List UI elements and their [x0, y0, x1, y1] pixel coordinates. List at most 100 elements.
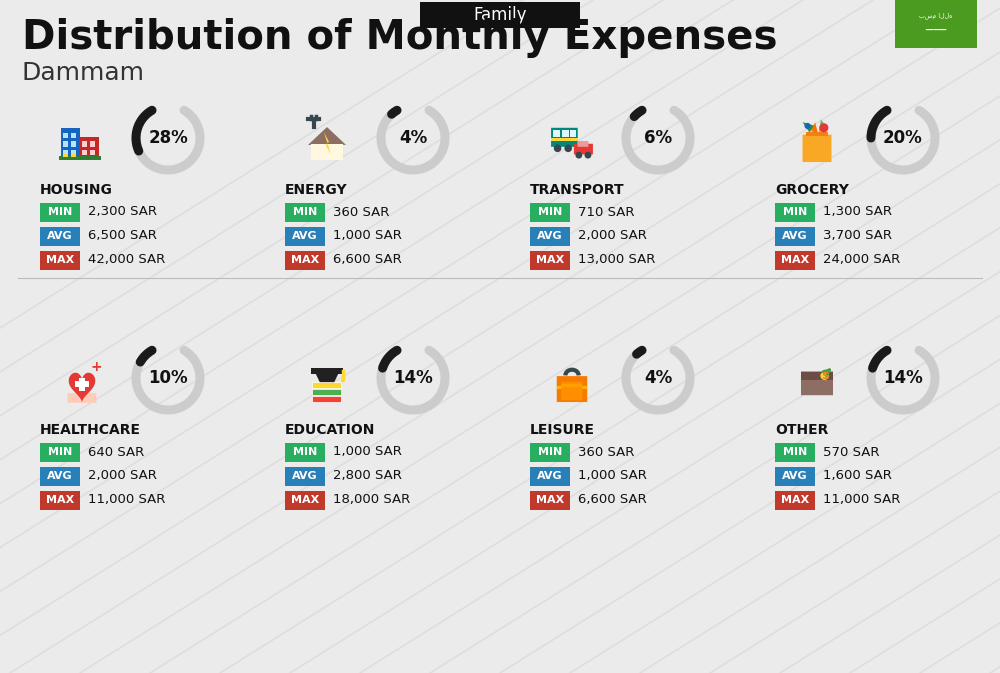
Text: MAX: MAX	[46, 255, 74, 265]
FancyBboxPatch shape	[775, 443, 815, 462]
Text: OTHER: OTHER	[775, 423, 828, 437]
Text: AVG: AVG	[537, 471, 563, 481]
Text: 2,000 SAR: 2,000 SAR	[578, 229, 647, 242]
FancyBboxPatch shape	[561, 384, 582, 387]
FancyBboxPatch shape	[63, 153, 68, 157]
Text: MIN: MIN	[293, 447, 317, 457]
Text: TRANSPORT: TRANSPORT	[530, 183, 625, 197]
FancyBboxPatch shape	[63, 141, 68, 147]
FancyBboxPatch shape	[312, 389, 341, 395]
FancyBboxPatch shape	[570, 131, 576, 137]
FancyBboxPatch shape	[40, 491, 80, 509]
FancyBboxPatch shape	[312, 396, 341, 402]
Text: 3,700 SAR: 3,700 SAR	[823, 229, 892, 242]
Text: 710 SAR: 710 SAR	[578, 205, 635, 219]
Text: 4%: 4%	[644, 369, 672, 387]
FancyBboxPatch shape	[61, 128, 80, 159]
FancyBboxPatch shape	[63, 150, 68, 155]
Polygon shape	[819, 119, 828, 133]
Text: MIN: MIN	[783, 207, 807, 217]
Circle shape	[341, 378, 345, 382]
FancyBboxPatch shape	[68, 393, 96, 403]
Polygon shape	[811, 122, 818, 133]
Text: 1,000 SAR: 1,000 SAR	[578, 470, 647, 483]
Text: 1,000 SAR: 1,000 SAR	[333, 229, 402, 242]
Text: LEISURE: LEISURE	[530, 423, 595, 437]
Text: MIN: MIN	[48, 207, 72, 217]
FancyBboxPatch shape	[285, 250, 325, 269]
FancyBboxPatch shape	[40, 466, 80, 485]
Polygon shape	[324, 133, 331, 154]
FancyBboxPatch shape	[285, 443, 325, 462]
Text: 2,300 SAR: 2,300 SAR	[88, 205, 157, 219]
FancyBboxPatch shape	[561, 382, 582, 400]
Text: AVG: AVG	[47, 231, 73, 241]
FancyBboxPatch shape	[90, 141, 95, 147]
FancyBboxPatch shape	[574, 144, 593, 154]
Text: 13,000 SAR: 13,000 SAR	[578, 254, 655, 267]
FancyBboxPatch shape	[285, 227, 325, 246]
Text: MIN: MIN	[538, 207, 562, 217]
Text: $: $	[821, 371, 828, 381]
FancyBboxPatch shape	[285, 466, 325, 485]
Text: Distribution of Monthly Expenses: Distribution of Monthly Expenses	[22, 18, 778, 58]
FancyBboxPatch shape	[71, 153, 76, 157]
Text: ━━━━━: ━━━━━	[925, 27, 947, 33]
FancyBboxPatch shape	[557, 376, 587, 402]
FancyBboxPatch shape	[775, 491, 815, 509]
Text: Dammam: Dammam	[22, 61, 145, 85]
FancyBboxPatch shape	[311, 144, 343, 160]
Text: 10%: 10%	[148, 369, 188, 387]
Text: 1,300 SAR: 1,300 SAR	[823, 205, 892, 219]
Text: 640 SAR: 640 SAR	[88, 446, 144, 458]
Text: 4%: 4%	[399, 129, 427, 147]
Polygon shape	[308, 127, 346, 145]
Text: 570 SAR: 570 SAR	[823, 446, 880, 458]
FancyBboxPatch shape	[578, 141, 588, 147]
Text: EDUCATION: EDUCATION	[285, 423, 375, 437]
Text: 14%: 14%	[883, 369, 923, 387]
FancyBboxPatch shape	[801, 371, 833, 380]
FancyBboxPatch shape	[775, 250, 815, 269]
FancyBboxPatch shape	[285, 491, 325, 509]
Text: 18,000 SAR: 18,000 SAR	[333, 493, 410, 507]
Polygon shape	[803, 122, 815, 133]
Text: Family: Family	[473, 6, 527, 24]
Text: 6,600 SAR: 6,600 SAR	[333, 254, 402, 267]
FancyBboxPatch shape	[90, 150, 95, 155]
Text: 2,800 SAR: 2,800 SAR	[333, 470, 402, 483]
FancyBboxPatch shape	[557, 386, 587, 389]
FancyBboxPatch shape	[420, 2, 580, 28]
Polygon shape	[316, 374, 338, 383]
Text: 1,600 SAR: 1,600 SAR	[823, 470, 892, 483]
FancyBboxPatch shape	[80, 137, 99, 159]
FancyBboxPatch shape	[63, 133, 68, 139]
FancyBboxPatch shape	[895, 0, 977, 48]
Text: MIN: MIN	[293, 207, 317, 217]
Text: 42,000 SAR: 42,000 SAR	[88, 254, 165, 267]
FancyBboxPatch shape	[40, 443, 80, 462]
Text: 20%: 20%	[883, 129, 923, 147]
FancyBboxPatch shape	[311, 368, 343, 374]
FancyBboxPatch shape	[40, 203, 80, 221]
Text: MAX: MAX	[536, 255, 564, 265]
Text: 14%: 14%	[393, 369, 433, 387]
Text: MIN: MIN	[783, 447, 807, 457]
FancyBboxPatch shape	[553, 131, 560, 137]
FancyBboxPatch shape	[551, 138, 578, 141]
Text: 6,600 SAR: 6,600 SAR	[578, 493, 647, 507]
FancyBboxPatch shape	[59, 156, 101, 160]
Text: MAX: MAX	[781, 255, 809, 265]
FancyBboxPatch shape	[75, 382, 89, 387]
Text: AVG: AVG	[537, 231, 563, 241]
Circle shape	[554, 145, 561, 152]
Text: ENERGY: ENERGY	[285, 183, 348, 197]
Circle shape	[575, 151, 582, 159]
Text: GROCERY: GROCERY	[775, 183, 849, 197]
Text: MIN: MIN	[48, 447, 72, 457]
FancyBboxPatch shape	[530, 491, 570, 509]
FancyBboxPatch shape	[530, 227, 570, 246]
Text: AVG: AVG	[292, 231, 318, 241]
Text: 6,500 SAR: 6,500 SAR	[88, 229, 157, 242]
FancyBboxPatch shape	[40, 250, 80, 269]
